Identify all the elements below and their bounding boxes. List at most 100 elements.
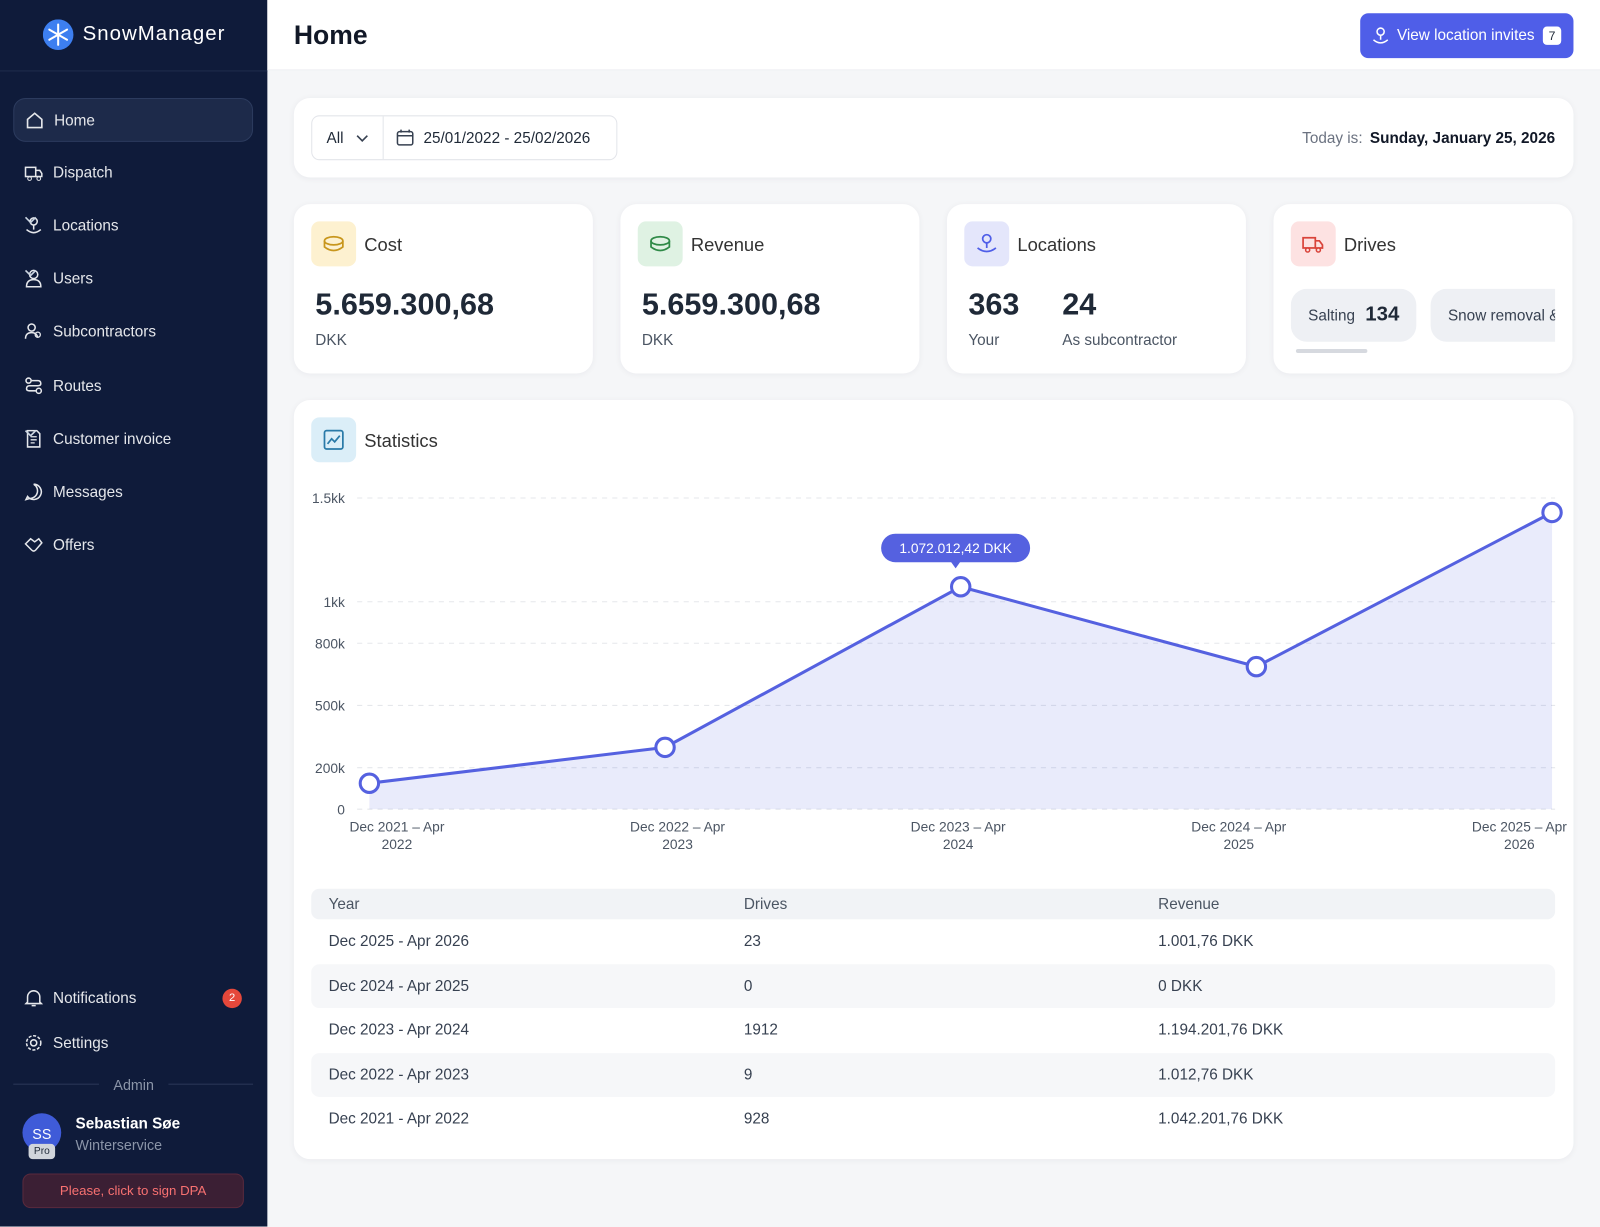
drives-card: Drives Salting 134 Snow removal &: [1273, 204, 1573, 374]
nav-item[interactable]: Home: [13, 97, 254, 142]
nav-label: Locations: [53, 217, 119, 235]
y-tick-label: 0: [337, 802, 345, 816]
nav-item[interactable]: Settings: [13, 1021, 253, 1065]
icon-box: [964, 221, 1010, 267]
nav-item[interactable]: Locations: [13, 204, 253, 248]
table-cell: 1.012,76 DKK: [1158, 1065, 1254, 1084]
today: Today is: Sunday, January 25, 2026: [1302, 130, 1555, 147]
chevron: [356, 135, 368, 142]
card-value: 363: [968, 287, 1020, 322]
nav-label: Customer invoice: [53, 430, 172, 448]
nav-label: Notifications: [53, 989, 137, 1008]
nav-item[interactable]: Offers: [13, 523, 253, 567]
column-header: Drives: [743, 895, 788, 914]
card-title: Cost: [364, 234, 403, 256]
x-tick-label: Dec 2023 – Apr 2024: [910, 819, 1006, 853]
today-date: Sunday, January 25, 2026: [1369, 129, 1556, 147]
table-cell: 0 DKK: [1158, 977, 1203, 995]
icon: [24, 166, 43, 181]
divider: [13, 1083, 99, 1085]
statistics-table: Year Drives Revenue Dec 2025 - Apr 2026 23 1.…: [311, 888, 1556, 1144]
nav-item[interactable]: Notifications 2: [13, 977, 253, 1021]
icon: [25, 1034, 42, 1051]
card-title: Locations: [1017, 234, 1096, 256]
chip-row: Salting 134 Snow removal &: [1290, 288, 1556, 342]
card-title: Revenue: [690, 234, 765, 256]
icon: [323, 429, 344, 450]
nav-item[interactable]: Users: [13, 257, 253, 301]
x-tick-label: Dec 2024 – Apr 2025: [1191, 819, 1287, 853]
chip-label: Snow removal &: [1447, 307, 1556, 325]
point: [1245, 655, 1268, 678]
card-unit: Your: [968, 331, 1000, 349]
table-cell: 0: [743, 977, 753, 995]
table-header: Year Drives Revenue: [311, 888, 1556, 920]
table-cell: Dec 2024 - Apr 2025: [328, 977, 469, 995]
nav-label: Users: [53, 270, 94, 288]
today-label: Today is:: [1302, 129, 1363, 147]
x-tick-label: Dec 2022 – Apr 2023: [630, 819, 726, 853]
nav-item[interactable]: Dispatch: [13, 151, 253, 195]
icon: [323, 235, 344, 252]
tooltip-label: 1.072.012,42 DKK: [899, 541, 1012, 556]
dpa-button[interactable]: Please, click to sign DPA: [22, 1173, 244, 1209]
icon: [24, 323, 41, 339]
table-row: Dec 2025 - Apr 2026 23 1.001,76 DKK: [311, 919, 1556, 964]
nav-item[interactable]: Messages: [13, 470, 253, 514]
area: [369, 512, 1553, 810]
chip[interactable]: Snow removal &: [1430, 288, 1556, 342]
nav-item[interactable]: Subcontractors: [13, 310, 253, 354]
icon: [25, 377, 43, 395]
nav-label: Settings: [53, 1034, 109, 1053]
chevron: [24, 430, 37, 437]
role-label: Admin: [113, 1076, 154, 1093]
invites-count: 7: [1542, 26, 1562, 45]
table-row: Dec 2022 - Apr 2023 9 1.012,76 DKK: [311, 1052, 1556, 1097]
chevron: [24, 216, 37, 224]
user-company: Winterservice: [75, 1136, 163, 1154]
table-cell: Dec 2023 - Apr 2024: [328, 1021, 469, 1039]
icon: [24, 537, 43, 552]
point: [358, 772, 381, 794]
icon: [1372, 27, 1389, 44]
scrollbar: [1295, 348, 1368, 354]
plan-badge: Pro: [28, 1143, 56, 1160]
nav-label: Subcontractors: [53, 323, 157, 341]
nav-item[interactable]: Routes: [13, 364, 253, 408]
chip[interactable]: Salting 134: [1290, 288, 1417, 342]
table-cell: Dec 2021 - Apr 2022: [328, 1110, 469, 1128]
nav-label: Home: [54, 112, 95, 130]
chart: 0 200k 500k 800k 1kk 1.5kk 1.072.012,42 DKK: [312, 491, 1563, 816]
icon: [26, 217, 42, 234]
scope-select[interactable]: All: [326, 129, 344, 147]
invites-button[interactable]: View location invites 7: [1360, 13, 1574, 59]
nav-label: Routes: [53, 377, 102, 395]
divider: [168, 1083, 254, 1085]
divider: [0, 70, 268, 72]
card-value: 24: [1062, 287, 1097, 322]
y-tick-label: 500k: [315, 699, 345, 714]
logo: [42, 19, 74, 51]
icon: [26, 112, 43, 129]
card-unit: As subcontractor: [1062, 331, 1178, 349]
notification-badge: 2: [222, 988, 242, 1009]
table-row: Dec 2023 - Apr 2024 1912 1.194.201,76 DKK: [311, 1008, 1556, 1053]
icon: [650, 235, 671, 252]
table-cell: 1912: [743, 1021, 778, 1039]
card-title: Drives: [1343, 234, 1396, 256]
user-name: Sebastian Søe: [75, 1115, 181, 1133]
nav-item[interactable]: Customer invoice: [13, 417, 253, 461]
button-label: View location invites: [1396, 26, 1535, 44]
table-cell: Dec 2022 - Apr 2023: [328, 1065, 469, 1084]
tooltip-pointer: [950, 561, 961, 569]
table-cell: 1.194.201,76 DKK: [1158, 1021, 1284, 1039]
table-row: Dec 2021 - Apr 2022 928 1.042.201,76 DKK: [311, 1096, 1556, 1142]
icon-box: [1290, 221, 1336, 267]
table-cell: 1.001,76 DKK: [1158, 932, 1254, 951]
locations-card: Locations 363 Your 24 As subcontractor: [946, 204, 1246, 374]
nav-label: Messages: [53, 483, 123, 502]
date-range[interactable]: 25/01/2022 - 25/02/2026: [423, 129, 591, 147]
tooltip: [881, 533, 1031, 563]
column-header: Revenue: [1158, 895, 1220, 914]
